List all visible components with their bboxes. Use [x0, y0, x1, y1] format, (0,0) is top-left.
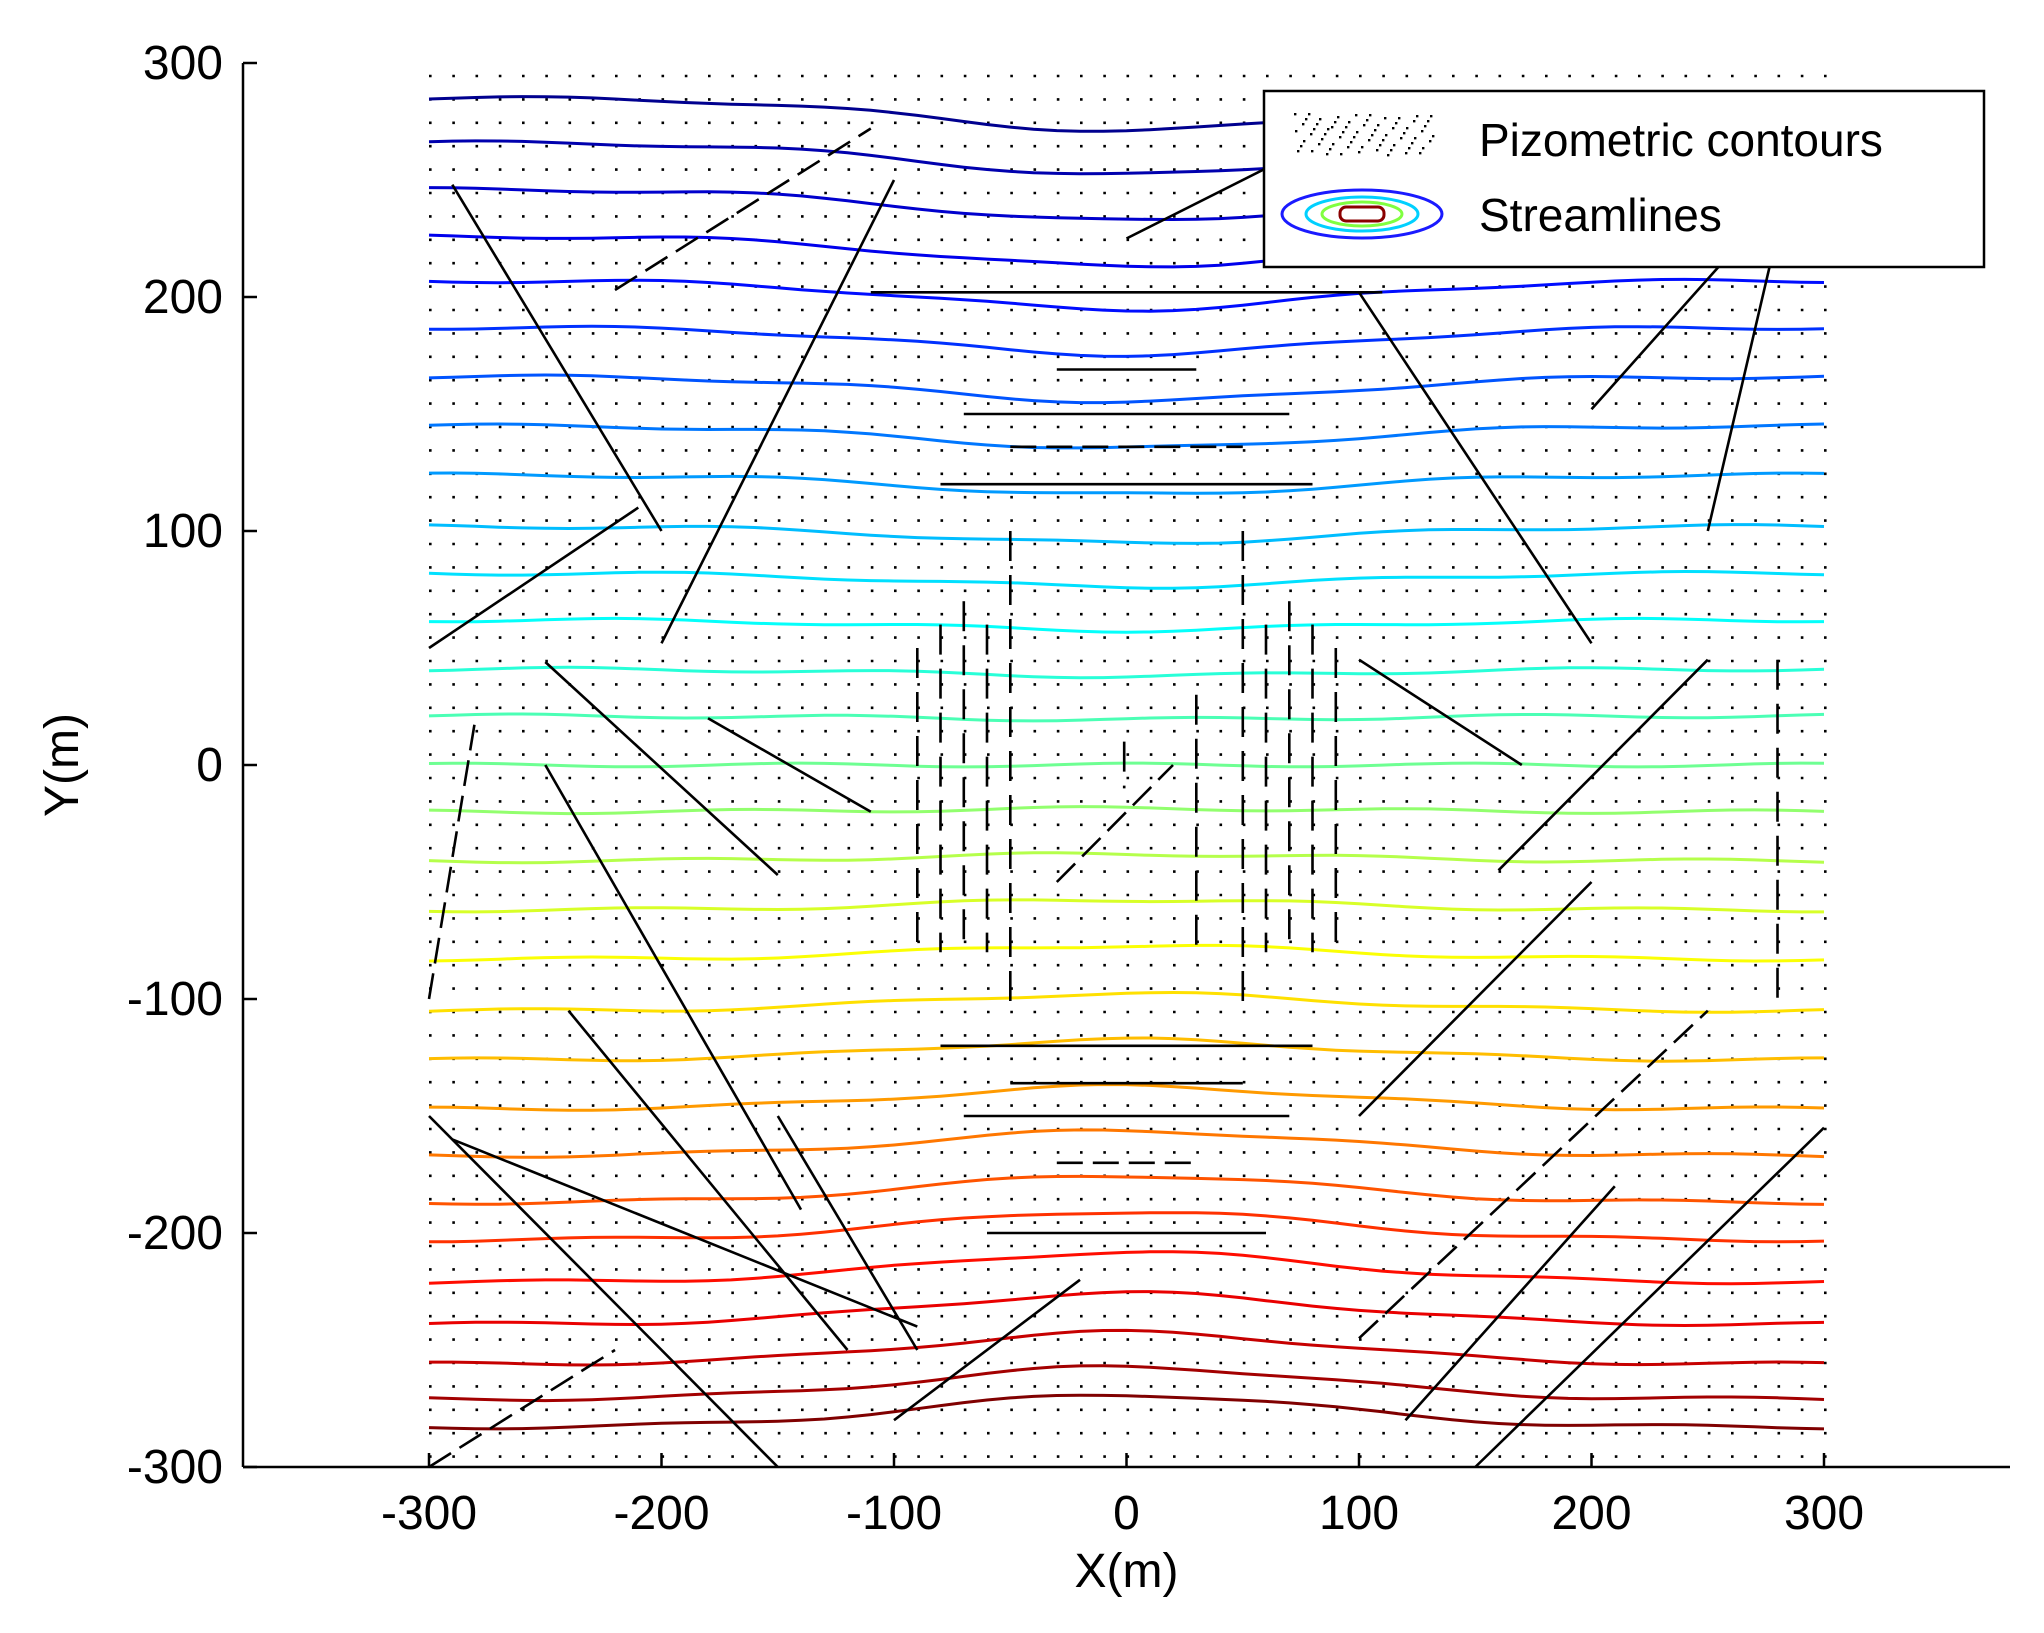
segment-17: [544, 764, 803, 1211]
segment-26: [1497, 658, 1709, 872]
contour-line-30: [428, 1393, 1825, 1431]
contour-line-13: [428, 665, 1825, 680]
contour-line-17: [428, 851, 1825, 865]
segment-2: [660, 179, 896, 644]
x-tick-label: -100: [846, 1487, 942, 1540]
y-tick-label: 0: [196, 739, 223, 792]
segment-23: [776, 1115, 919, 1351]
segment-28: [1404, 1185, 1616, 1422]
segment-15: [544, 661, 779, 876]
y-tick-label: 300: [143, 37, 223, 90]
legend-ellipse-inner-icon: [1320, 200, 1404, 228]
segment-29: [1358, 1009, 1709, 1340]
contour-line-7: [428, 373, 1825, 405]
contour-line-18: [428, 898, 1824, 914]
contour-line-29: [428, 1364, 1825, 1403]
y-tick-label: -300: [127, 1441, 223, 1494]
legend-ellipse-core-icon: [1338, 205, 1386, 223]
segment-19: [428, 1348, 616, 1469]
y-tick-label: -200: [127, 1207, 223, 1260]
y-tick-label: -100: [127, 973, 223, 1026]
legend-ellipse-mid-icon: [1304, 195, 1420, 233]
segment-20: [428, 1115, 779, 1468]
legend-label-streamlines: Streamlines: [1479, 189, 1722, 241]
legend-label-contours: Pizometric contours: [1479, 114, 1883, 166]
segment-6: [1125, 155, 1290, 240]
y-axis-title: Y(m): [36, 713, 89, 817]
contour-line-23: [428, 1128, 1825, 1159]
segment-3: [428, 506, 640, 650]
segment-21: [451, 1138, 918, 1328]
contour-line-20: [428, 990, 1825, 1014]
segment-11: [1357, 291, 1593, 645]
contour-line-15: [428, 761, 1825, 769]
segment-1: [451, 184, 663, 532]
segment-16: [707, 717, 872, 813]
contour-line-16: [428, 805, 1825, 816]
legend: Pizometric contours Streamlines: [1262, 89, 1986, 269]
streamline-contours: [428, 95, 1825, 1431]
segment-18: [893, 1278, 1081, 1422]
x-tick-label: 100: [1319, 1487, 1399, 1540]
contour-line-5: [428, 277, 1825, 313]
segment-24: [1055, 764, 1174, 883]
contour-line-27: [428, 1290, 1825, 1328]
legend-dots-swatch: [1294, 113, 1435, 157]
y-tick-label: 100: [143, 505, 223, 558]
x-tick-label: 200: [1551, 1487, 1631, 1540]
contour-line-6: [429, 324, 1825, 358]
contour-line-25: [428, 1211, 1825, 1244]
x-tick-label: 300: [1784, 1487, 1864, 1540]
contour-line-26: [428, 1250, 1825, 1286]
contour-line-11: [428, 569, 1825, 590]
x-tick-label: -200: [613, 1487, 709, 1540]
segment-4: [614, 127, 872, 292]
segment-27: [1358, 881, 1593, 1117]
segment-22: [567, 1009, 849, 1351]
x-tick-label: -300: [381, 1487, 477, 1540]
segment-25: [1358, 658, 1523, 767]
contour-line-14: [428, 712, 1825, 723]
legend-ellipse-outer-icon: [1280, 188, 1444, 240]
contour-line-21: [428, 1036, 1825, 1063]
contour-line-9: [428, 471, 1825, 495]
contour-line-28: [429, 1328, 1825, 1367]
x-axis-title: X(m): [1075, 1545, 1179, 1598]
y-tick-label: 200: [143, 271, 223, 324]
segment-30: [1474, 1126, 1825, 1468]
contour-line-22: [428, 1082, 1825, 1112]
contour-line-24: [428, 1174, 1825, 1206]
contour-line-10: [428, 523, 1825, 545]
contour-line-19: [428, 943, 1825, 963]
x-tick-label: 0: [1113, 1487, 1140, 1540]
contour-line-12: [428, 616, 1825, 634]
segment-14: [427, 717, 477, 1000]
axes: -300 -200 -100 0 100 200 300 -300 -200 -100 0 100 20…: [36, 37, 2010, 1598]
